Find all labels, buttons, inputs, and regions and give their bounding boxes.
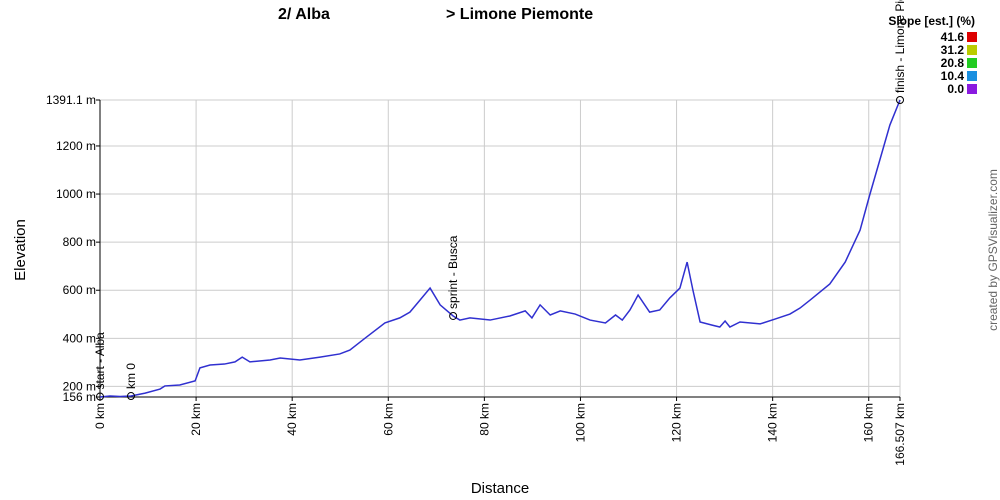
y-tick-label: 800 m	[63, 235, 96, 249]
y-axis-title: Elevation	[12, 219, 29, 281]
title-end: > Limone Piemonte	[446, 6, 593, 23]
slope-legend-label: 10.4	[941, 69, 965, 83]
waypoint-marker	[126, 392, 135, 401]
y-tick-label: 400 m	[63, 331, 96, 345]
y-tick-label: 1391.1 m	[46, 93, 96, 107]
slope-legend-title: Slope [est.] (%)	[888, 14, 975, 28]
slope-legend-label: 31.2	[941, 43, 965, 57]
slope-legend-swatch	[967, 45, 977, 55]
slope-legend-label: 0.0	[947, 82, 964, 96]
slope-legend-swatch	[967, 84, 977, 94]
slope-legend-label: 41.6	[941, 30, 965, 44]
slope-legend-swatch	[967, 32, 977, 42]
y-tick-label: 156 m	[63, 390, 96, 404]
elevation-line	[99, 99, 901, 398]
slope-legend-swatch	[967, 58, 977, 68]
waypoint-label: start - Alba	[93, 332, 107, 390]
x-axis-title: Distance	[471, 480, 529, 497]
x-tick-label: 100 km	[573, 403, 587, 442]
x-tick-label: 0 km	[93, 403, 107, 429]
x-tick-label: 160 km	[862, 403, 876, 442]
waypoint-label: km 0	[124, 363, 138, 389]
x-tick-label: 40 km	[285, 403, 299, 436]
slope-legend-label: 20.8	[941, 56, 965, 70]
y-tick-label: 1200 m	[56, 139, 96, 153]
x-tick-label: 20 km	[189, 403, 203, 436]
x-tick-label: 120 km	[670, 403, 684, 442]
credit: created by GPSVisualizer.com	[986, 169, 1000, 331]
y-tick-label: 1000 m	[56, 187, 96, 201]
waypoint-marker	[449, 311, 458, 320]
x-tick-label: 80 km	[477, 403, 491, 436]
x-tick-label: 166.507 km	[893, 403, 907, 466]
y-tick-label: 200 m	[63, 379, 96, 393]
y-tick-label: 600 m	[63, 283, 96, 297]
waypoint-marker	[96, 392, 104, 401]
x-tick-label: 60 km	[381, 403, 395, 436]
waypoint-label: finish - Limone Piemonte	[893, 0, 907, 93]
waypoint-label: sprint - Busca	[446, 235, 460, 309]
title-start: 2/ Alba	[278, 6, 330, 23]
waypoint-marker	[896, 96, 904, 104]
x-tick-label: 140 km	[766, 403, 780, 442]
slope-legend-swatch	[967, 71, 977, 81]
